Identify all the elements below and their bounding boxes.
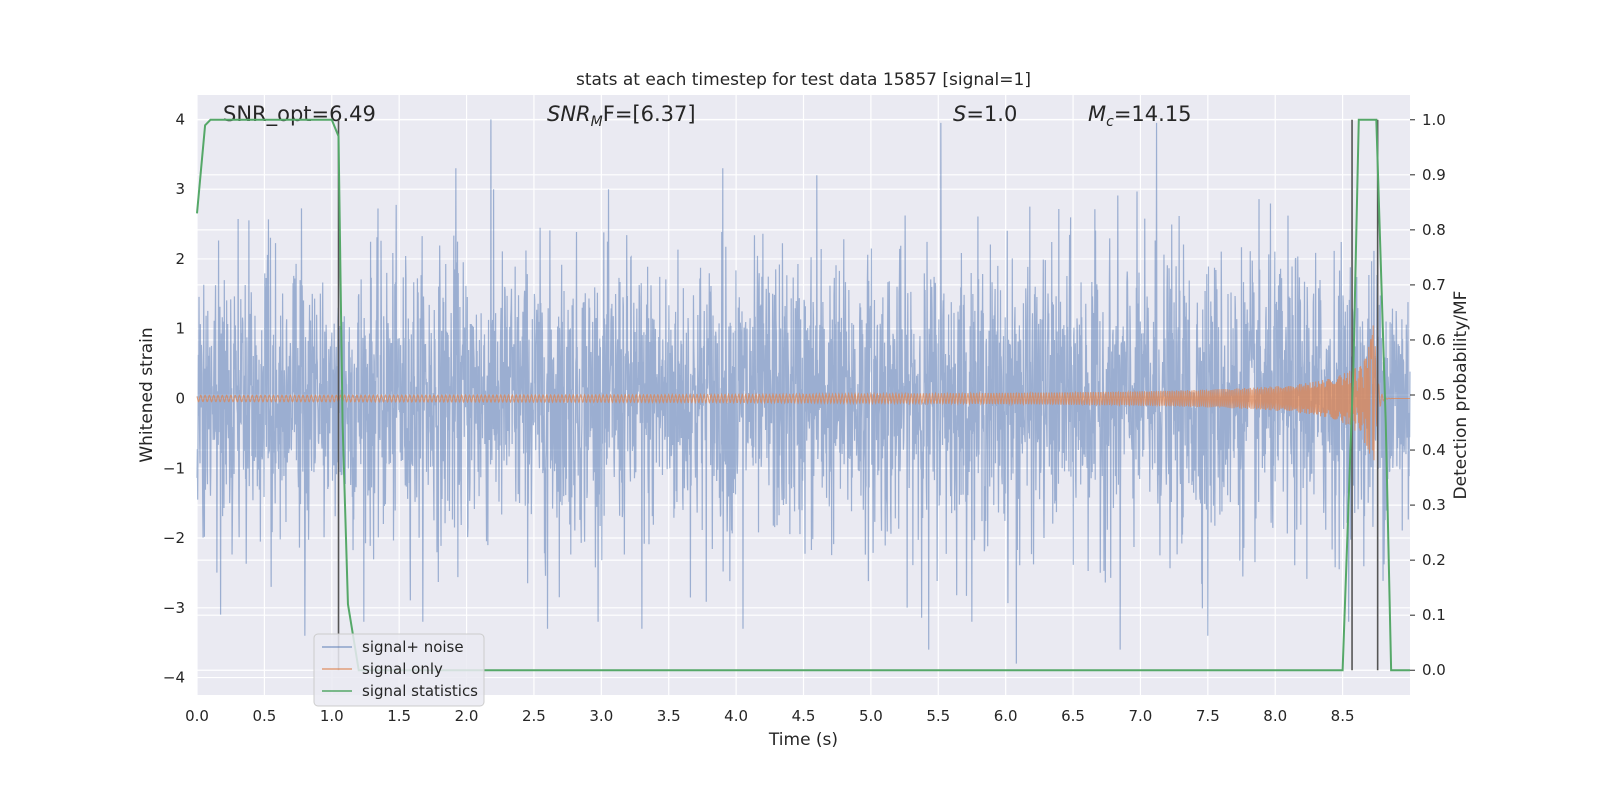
y-axis-label: Whitened strain <box>137 327 157 462</box>
y2-tick-label: 0.2 <box>1422 551 1446 569</box>
annotation-snr-mf-subscript: M <box>591 114 603 130</box>
x-tick-label: 3.0 <box>589 707 613 725</box>
x-axis-ticks: 0.0 0.5 1.0 1.5 2.0 2.5 3.0 3.5 4.0 4.5 5.0 5.5 6.0 6… <box>185 707 1354 725</box>
legend-label-signal-noise: signal+ noise <box>362 638 464 656</box>
y2-tick-label: 0.4 <box>1422 441 1446 459</box>
legend-label-signal-statistics: signal statistics <box>362 682 478 700</box>
noise-line <box>196 119 1411 664</box>
y-tick-label: 4 <box>175 110 185 128</box>
annotation-snr-opt: SNR_opt=6.49 <box>223 102 376 127</box>
y2-tick-label: 0.5 <box>1422 386 1446 404</box>
y2-tick-label: 0.1 <box>1422 606 1446 624</box>
chart-title: stats at each timestep for test data 158… <box>576 70 1031 90</box>
x-tick-label: 0.0 <box>185 707 209 725</box>
x-tick-label: 7.0 <box>1129 707 1153 725</box>
annotation-s-value: =1.0 <box>966 102 1017 126</box>
x-tick-label: 0.5 <box>252 707 276 725</box>
annotation-mc-base: M <box>1088 102 1106 126</box>
legend-label-signal-only: signal only <box>362 660 443 678</box>
annotation-mc: Mc=14.15 <box>1088 102 1192 130</box>
x-tick-label: 2.0 <box>455 707 479 725</box>
x-tick-label: 1.0 <box>320 707 344 725</box>
x-tick-label: 4.0 <box>724 707 748 725</box>
annotation-s: S=1.0 <box>953 102 1017 126</box>
y2-tick-label: 1.0 <box>1422 111 1446 129</box>
x-tick-label: 8.0 <box>1263 707 1287 725</box>
y-tick-label: −3 <box>163 599 185 617</box>
annotation-snr-mf-base: SNR <box>547 102 591 126</box>
statistics-line <box>196 118 1410 672</box>
x-tick-label: 1.5 <box>387 707 411 725</box>
y-tick-label: 2 <box>175 250 185 268</box>
annotation-mc-value: =14.15 <box>1114 102 1192 126</box>
x-tick-label: 2.5 <box>522 707 546 725</box>
y2-tick-label: 0.9 <box>1422 166 1446 184</box>
x-tick-label: 8.5 <box>1331 707 1355 725</box>
x-tick-label: 7.5 <box>1196 707 1220 725</box>
legend: signal+ noise signal only signal statist… <box>313 633 485 707</box>
series-signal-statistics <box>196 118 1410 672</box>
y2-tick-label: 0.8 <box>1422 221 1446 239</box>
x-tick-label: 5.5 <box>926 707 950 725</box>
y-tick-label: 1 <box>175 320 185 338</box>
y2-tick-label: 0.3 <box>1422 496 1446 514</box>
y2-axis-ticks: 0.0 0.1 0.2 0.3 0.4 0.5 0.6 0.7 0.8 0.9 1.0 <box>1410 111 1446 679</box>
x-tick-label: 5.0 <box>859 707 883 725</box>
legend-box <box>313 633 485 707</box>
y-tick-label: 0 <box>175 389 185 407</box>
annotation-mc-subscript: c <box>1106 114 1114 130</box>
y2-tick-label: 0.6 <box>1422 331 1446 349</box>
y-tick-label: 3 <box>175 180 185 198</box>
y2-axis-label: Detection probability/MF <box>1451 291 1471 500</box>
y-tick-label: −4 <box>163 669 185 687</box>
annotation-snr-mf: SNRMF=[6.37] <box>547 102 696 130</box>
y-tick-label: −1 <box>163 459 185 477</box>
x-tick-label: 4.5 <box>792 707 816 725</box>
annotation-snr-mf-rest: F=[6.37] <box>603 102 696 126</box>
x-tick-label: 3.5 <box>657 707 681 725</box>
x-tick-label: 6.5 <box>1061 707 1085 725</box>
y-tick-label: −2 <box>163 529 185 547</box>
y-axis-ticks: −4 −3 −2 −1 0 1 2 3 4 <box>163 110 185 686</box>
annotation-s-label: S <box>953 102 966 126</box>
x-axis-label: Time (s) <box>768 730 838 750</box>
series-signal-noise <box>196 119 1411 664</box>
y2-tick-label: 0.0 <box>1422 661 1446 679</box>
y2-tick-label: 0.7 <box>1422 276 1446 294</box>
x-tick-label: 6.0 <box>994 707 1018 725</box>
series-signal-only <box>196 325 1410 461</box>
chirp-line <box>196 325 1410 461</box>
